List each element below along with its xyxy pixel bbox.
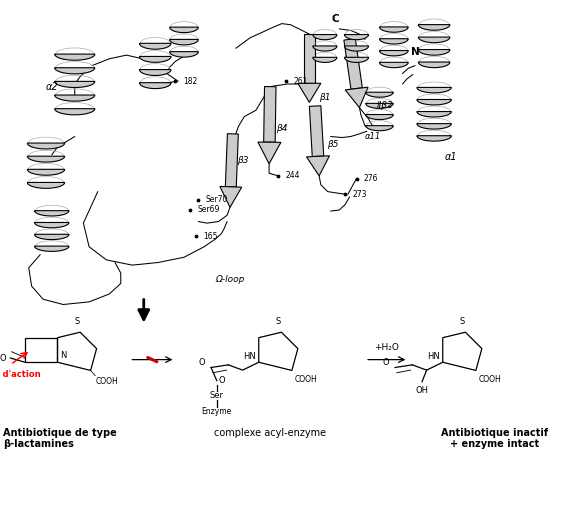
Text: COOH: COOH	[295, 375, 317, 384]
Text: β4: β4	[276, 124, 288, 133]
Text: O: O	[198, 358, 205, 367]
Polygon shape	[170, 39, 198, 45]
Polygon shape	[419, 37, 450, 43]
Text: HN: HN	[427, 352, 440, 361]
Polygon shape	[170, 51, 198, 57]
Polygon shape	[419, 25, 450, 30]
Text: α1: α1	[445, 152, 458, 163]
Text: S: S	[460, 317, 465, 326]
Text: Ser69: Ser69	[197, 205, 220, 215]
Text: 165: 165	[203, 232, 217, 241]
Polygon shape	[417, 88, 451, 93]
Polygon shape	[417, 136, 451, 141]
Text: HN: HN	[243, 352, 256, 361]
Polygon shape	[419, 49, 450, 55]
Text: 261: 261	[294, 77, 308, 86]
Polygon shape	[28, 156, 64, 162]
Polygon shape	[366, 92, 393, 97]
Polygon shape	[225, 134, 238, 187]
Text: COOH: COOH	[479, 375, 501, 384]
Polygon shape	[140, 44, 171, 49]
Polygon shape	[264, 87, 276, 142]
Text: O: O	[218, 376, 225, 385]
Polygon shape	[140, 70, 171, 76]
Polygon shape	[55, 81, 95, 88]
Text: 273: 273	[352, 190, 367, 199]
Polygon shape	[313, 35, 337, 40]
Text: S: S	[75, 317, 80, 326]
Text: β3: β3	[237, 155, 249, 165]
Text: complexe acyl-enzyme: complexe acyl-enzyme	[214, 428, 327, 438]
Polygon shape	[258, 142, 281, 164]
Polygon shape	[380, 62, 408, 68]
Polygon shape	[380, 39, 408, 44]
Text: S: S	[276, 317, 281, 326]
Polygon shape	[366, 103, 393, 108]
Polygon shape	[313, 46, 337, 51]
Polygon shape	[55, 68, 95, 74]
Polygon shape	[380, 50, 408, 56]
Polygon shape	[380, 27, 408, 32]
Text: COOH: COOH	[95, 377, 118, 386]
Polygon shape	[298, 83, 321, 102]
Polygon shape	[34, 246, 69, 251]
Polygon shape	[140, 57, 171, 62]
Text: α11: α11	[365, 132, 381, 141]
Polygon shape	[313, 57, 337, 62]
Polygon shape	[344, 35, 369, 40]
Polygon shape	[34, 223, 69, 228]
Text: O: O	[0, 353, 6, 363]
Text: 244: 244	[286, 171, 300, 181]
Text: β5: β5	[327, 140, 338, 149]
Polygon shape	[309, 106, 324, 156]
Polygon shape	[34, 234, 69, 239]
Polygon shape	[28, 169, 64, 175]
Text: site d'action: site d'action	[0, 370, 41, 379]
Polygon shape	[34, 211, 69, 216]
Polygon shape	[417, 112, 451, 117]
Text: 276: 276	[364, 174, 378, 183]
Polygon shape	[417, 124, 451, 129]
Polygon shape	[55, 54, 95, 60]
Polygon shape	[345, 87, 368, 108]
Polygon shape	[417, 100, 451, 105]
Polygon shape	[304, 34, 315, 83]
Text: + enzyme intact: + enzyme intact	[450, 439, 539, 449]
Text: 182: 182	[183, 77, 197, 86]
Polygon shape	[140, 83, 171, 89]
Text: β-lactamines: β-lactamines	[3, 439, 74, 449]
Polygon shape	[419, 62, 450, 68]
Text: N: N	[411, 47, 420, 57]
Text: IIβ2: IIβ2	[377, 100, 393, 110]
Polygon shape	[55, 109, 95, 115]
Polygon shape	[28, 183, 64, 188]
Polygon shape	[344, 39, 362, 89]
Polygon shape	[55, 95, 95, 101]
Text: Enzyme: Enzyme	[202, 406, 232, 416]
Polygon shape	[366, 114, 393, 120]
Polygon shape	[344, 46, 369, 51]
Text: Antibiotique de type: Antibiotique de type	[3, 428, 117, 438]
Text: Antibiotique inactif: Antibiotique inactif	[441, 428, 548, 438]
Text: Ser: Ser	[210, 391, 224, 400]
Polygon shape	[306, 156, 329, 176]
Polygon shape	[170, 27, 198, 33]
Text: N: N	[60, 351, 67, 360]
Text: Ω-loop: Ω-loop	[215, 275, 245, 284]
Polygon shape	[220, 186, 242, 207]
Text: β1: β1	[319, 92, 331, 102]
Polygon shape	[366, 125, 393, 131]
Polygon shape	[28, 143, 64, 149]
Polygon shape	[344, 57, 369, 62]
Text: O: O	[382, 358, 389, 367]
Text: Ser70: Ser70	[206, 195, 228, 204]
Text: α2: α2	[45, 81, 58, 92]
Text: +H₂O: +H₂O	[374, 343, 399, 352]
Text: OH: OH	[416, 386, 428, 395]
Text: C: C	[331, 14, 339, 24]
